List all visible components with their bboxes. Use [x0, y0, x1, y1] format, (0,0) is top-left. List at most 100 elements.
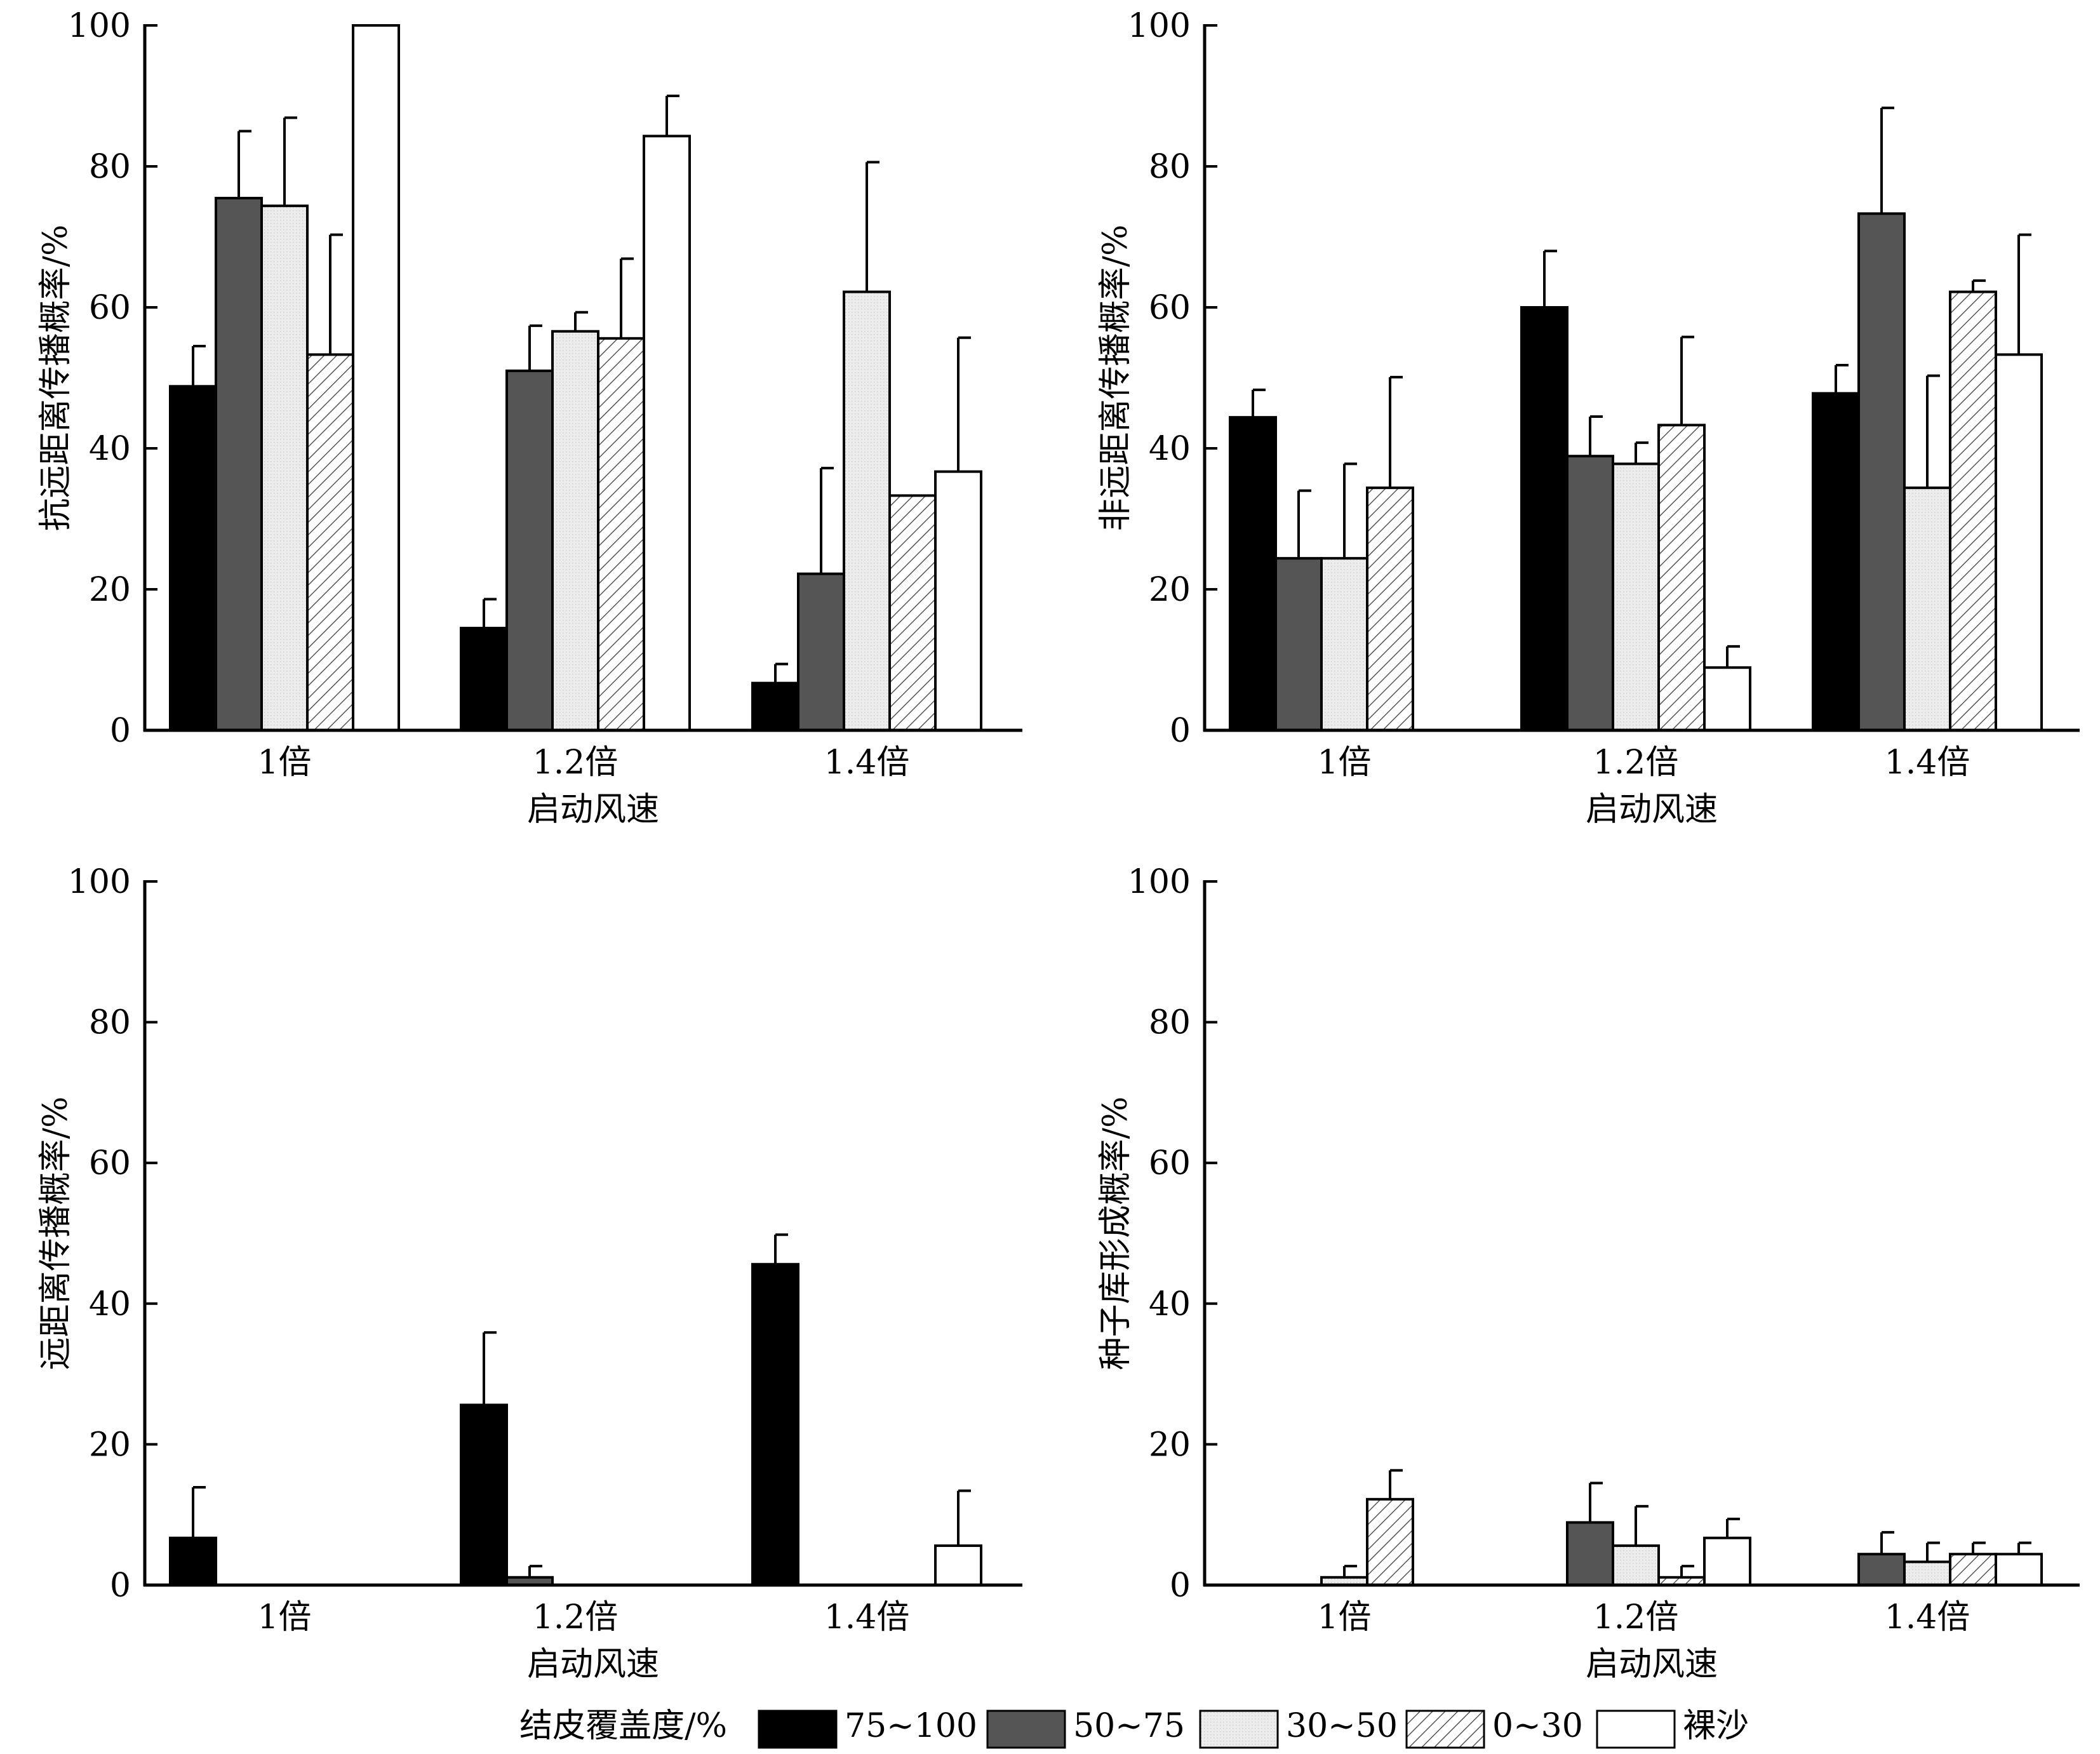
bar: [643, 135, 691, 732]
y-tick-label: 0: [1170, 1567, 1191, 1605]
x-tick-label: 1.4倍: [1885, 744, 1970, 782]
y-tick-label: 0: [1170, 712, 1191, 750]
bar: [1995, 353, 2043, 732]
bar: [1657, 424, 1706, 732]
bar: [888, 494, 937, 732]
legend: 结皮覆盖度/% 75~100 50~75 30~50 0~30 裸沙: [519, 1707, 1749, 1749]
y-tick-label: 60: [89, 289, 131, 327]
bar: [934, 1544, 982, 1586]
y-tick-label: 60: [1149, 289, 1191, 327]
bar: [460, 1403, 508, 1587]
bar: [1612, 462, 1660, 732]
y-tick-label: 0: [110, 712, 131, 750]
bar: [1366, 1497, 1414, 1586]
legend-swatch: [1405, 1710, 1485, 1749]
bar: [1612, 1544, 1660, 1586]
y-tick-label: 40: [89, 430, 131, 468]
legend-swatch: [1596, 1710, 1676, 1749]
y-tick-label: 20: [1149, 1426, 1191, 1464]
legend-swatch: [758, 1710, 838, 1749]
bar: [1566, 1521, 1614, 1586]
bar: [1995, 1553, 2043, 1587]
y-tick-label: 60: [1149, 1144, 1191, 1182]
y-tick-label: 100: [1128, 7, 1191, 45]
bar: [551, 330, 599, 732]
x-axis-label: 启动风速: [1586, 791, 1718, 829]
x-axis-label: 启动风速: [527, 791, 659, 829]
bar: [1903, 486, 1951, 732]
bar: [1903, 1560, 1951, 1587]
y-tick-label: 20: [89, 571, 131, 609]
legend-swatch: [1199, 1710, 1279, 1749]
y-tick-label: 60: [89, 1144, 131, 1182]
bar: [169, 385, 217, 732]
bar: [1566, 455, 1614, 732]
bar: [215, 196, 263, 732]
bar: [1949, 290, 1997, 732]
legend-label: 75~100: [845, 1707, 977, 1745]
y-tick-label: 20: [1149, 571, 1191, 609]
y-tick-label: 80: [1149, 148, 1191, 186]
x-tick-label: 1.4倍: [824, 1598, 910, 1637]
bar: [934, 470, 982, 732]
legend-item-bare-sand: 裸沙: [1596, 1707, 1749, 1749]
bar: [1274, 557, 1323, 732]
legend-swatch: [986, 1710, 1066, 1749]
x-axis-label: 启动风速: [1586, 1645, 1718, 1684]
chart-non-long-distance: 0 20 40 60 80 100 1倍 1.2倍 1.4倍 非远距离传播概率/% 启动风速: [1097, 7, 2080, 829]
x-tick-label: 1.2倍: [533, 744, 619, 782]
chart-seed-bank: 0 20 40 60 80 100 1倍 1.2倍 1.4倍 种子库形成概率/% 启动风速: [1097, 863, 2080, 1684]
y-tick-label: 80: [89, 1004, 131, 1042]
bar: [460, 627, 508, 732]
y-tick-label: 100: [68, 863, 131, 901]
bar: [1520, 306, 1568, 732]
bar: [751, 681, 799, 732]
chart-long-distance: 0 20 40 60 80 100 1倍 1.2倍 1.4倍 远距离传播概率/% 启动风速: [37, 863, 1022, 1684]
chart-anti-long-distance: 0 20 40 60 80 100 1倍 1.2倍 1.4倍 抗远距离传播概率/% 启动风速: [37, 7, 1022, 829]
x-tick-label: 1.2倍: [1593, 1598, 1679, 1637]
y-tick-label: 0: [110, 1567, 131, 1605]
legend-title: 结皮覆盖度/%: [519, 1707, 727, 1745]
bar: [597, 337, 645, 732]
x-tick-label: 1.4倍: [1885, 1598, 1970, 1637]
bar: [352, 24, 400, 732]
y-axis-label: 非远距离传播概率/%: [1097, 225, 1135, 532]
y-tick-label: 40: [89, 1285, 131, 1323]
x-tick-label: 1倍: [257, 744, 311, 782]
bar: [1320, 557, 1368, 732]
bar: [306, 353, 354, 732]
bar: [1229, 416, 1277, 732]
bar: [843, 290, 891, 732]
bar: [1366, 486, 1414, 732]
y-tick-label: 20: [89, 1426, 131, 1464]
bar: [1812, 392, 1860, 732]
y-tick-label: 80: [89, 148, 131, 186]
y-tick-label: 100: [1128, 863, 1191, 901]
bar: [260, 204, 309, 732]
legend-label: 0~30: [1492, 1707, 1583, 1745]
bar: [1703, 1536, 1751, 1586]
x-tick-label: 1.2倍: [533, 1598, 619, 1637]
legend-label: 裸沙: [1683, 1707, 1749, 1745]
bar: [1857, 1553, 1906, 1587]
y-tick-label: 40: [1149, 430, 1191, 468]
y-tick-label: 40: [1149, 1285, 1191, 1323]
y-axis-label: 抗远距离传播概率/%: [37, 225, 75, 532]
x-axis-label: 启动风速: [527, 1645, 659, 1684]
bar: [1949, 1553, 1997, 1587]
y-axis-label: 远距离传播概率/%: [37, 1097, 75, 1370]
legend-item-30-50: 30~50: [1199, 1707, 1398, 1749]
bar: [169, 1536, 217, 1586]
legend-item-75-100: 75~100: [758, 1707, 977, 1749]
y-tick-label: 100: [68, 7, 131, 45]
y-tick-label: 80: [1149, 1004, 1191, 1042]
x-tick-label: 1倍: [257, 1598, 311, 1637]
legend-label: 50~75: [1073, 1707, 1185, 1745]
bar: [1703, 666, 1751, 732]
x-tick-label: 1倍: [1317, 1598, 1371, 1637]
y-axis-label: 种子库形成概率/%: [1097, 1097, 1135, 1370]
legend-item-50-75: 50~75: [986, 1707, 1185, 1749]
legend-label: 30~50: [1286, 1707, 1398, 1745]
bar: [505, 369, 554, 732]
